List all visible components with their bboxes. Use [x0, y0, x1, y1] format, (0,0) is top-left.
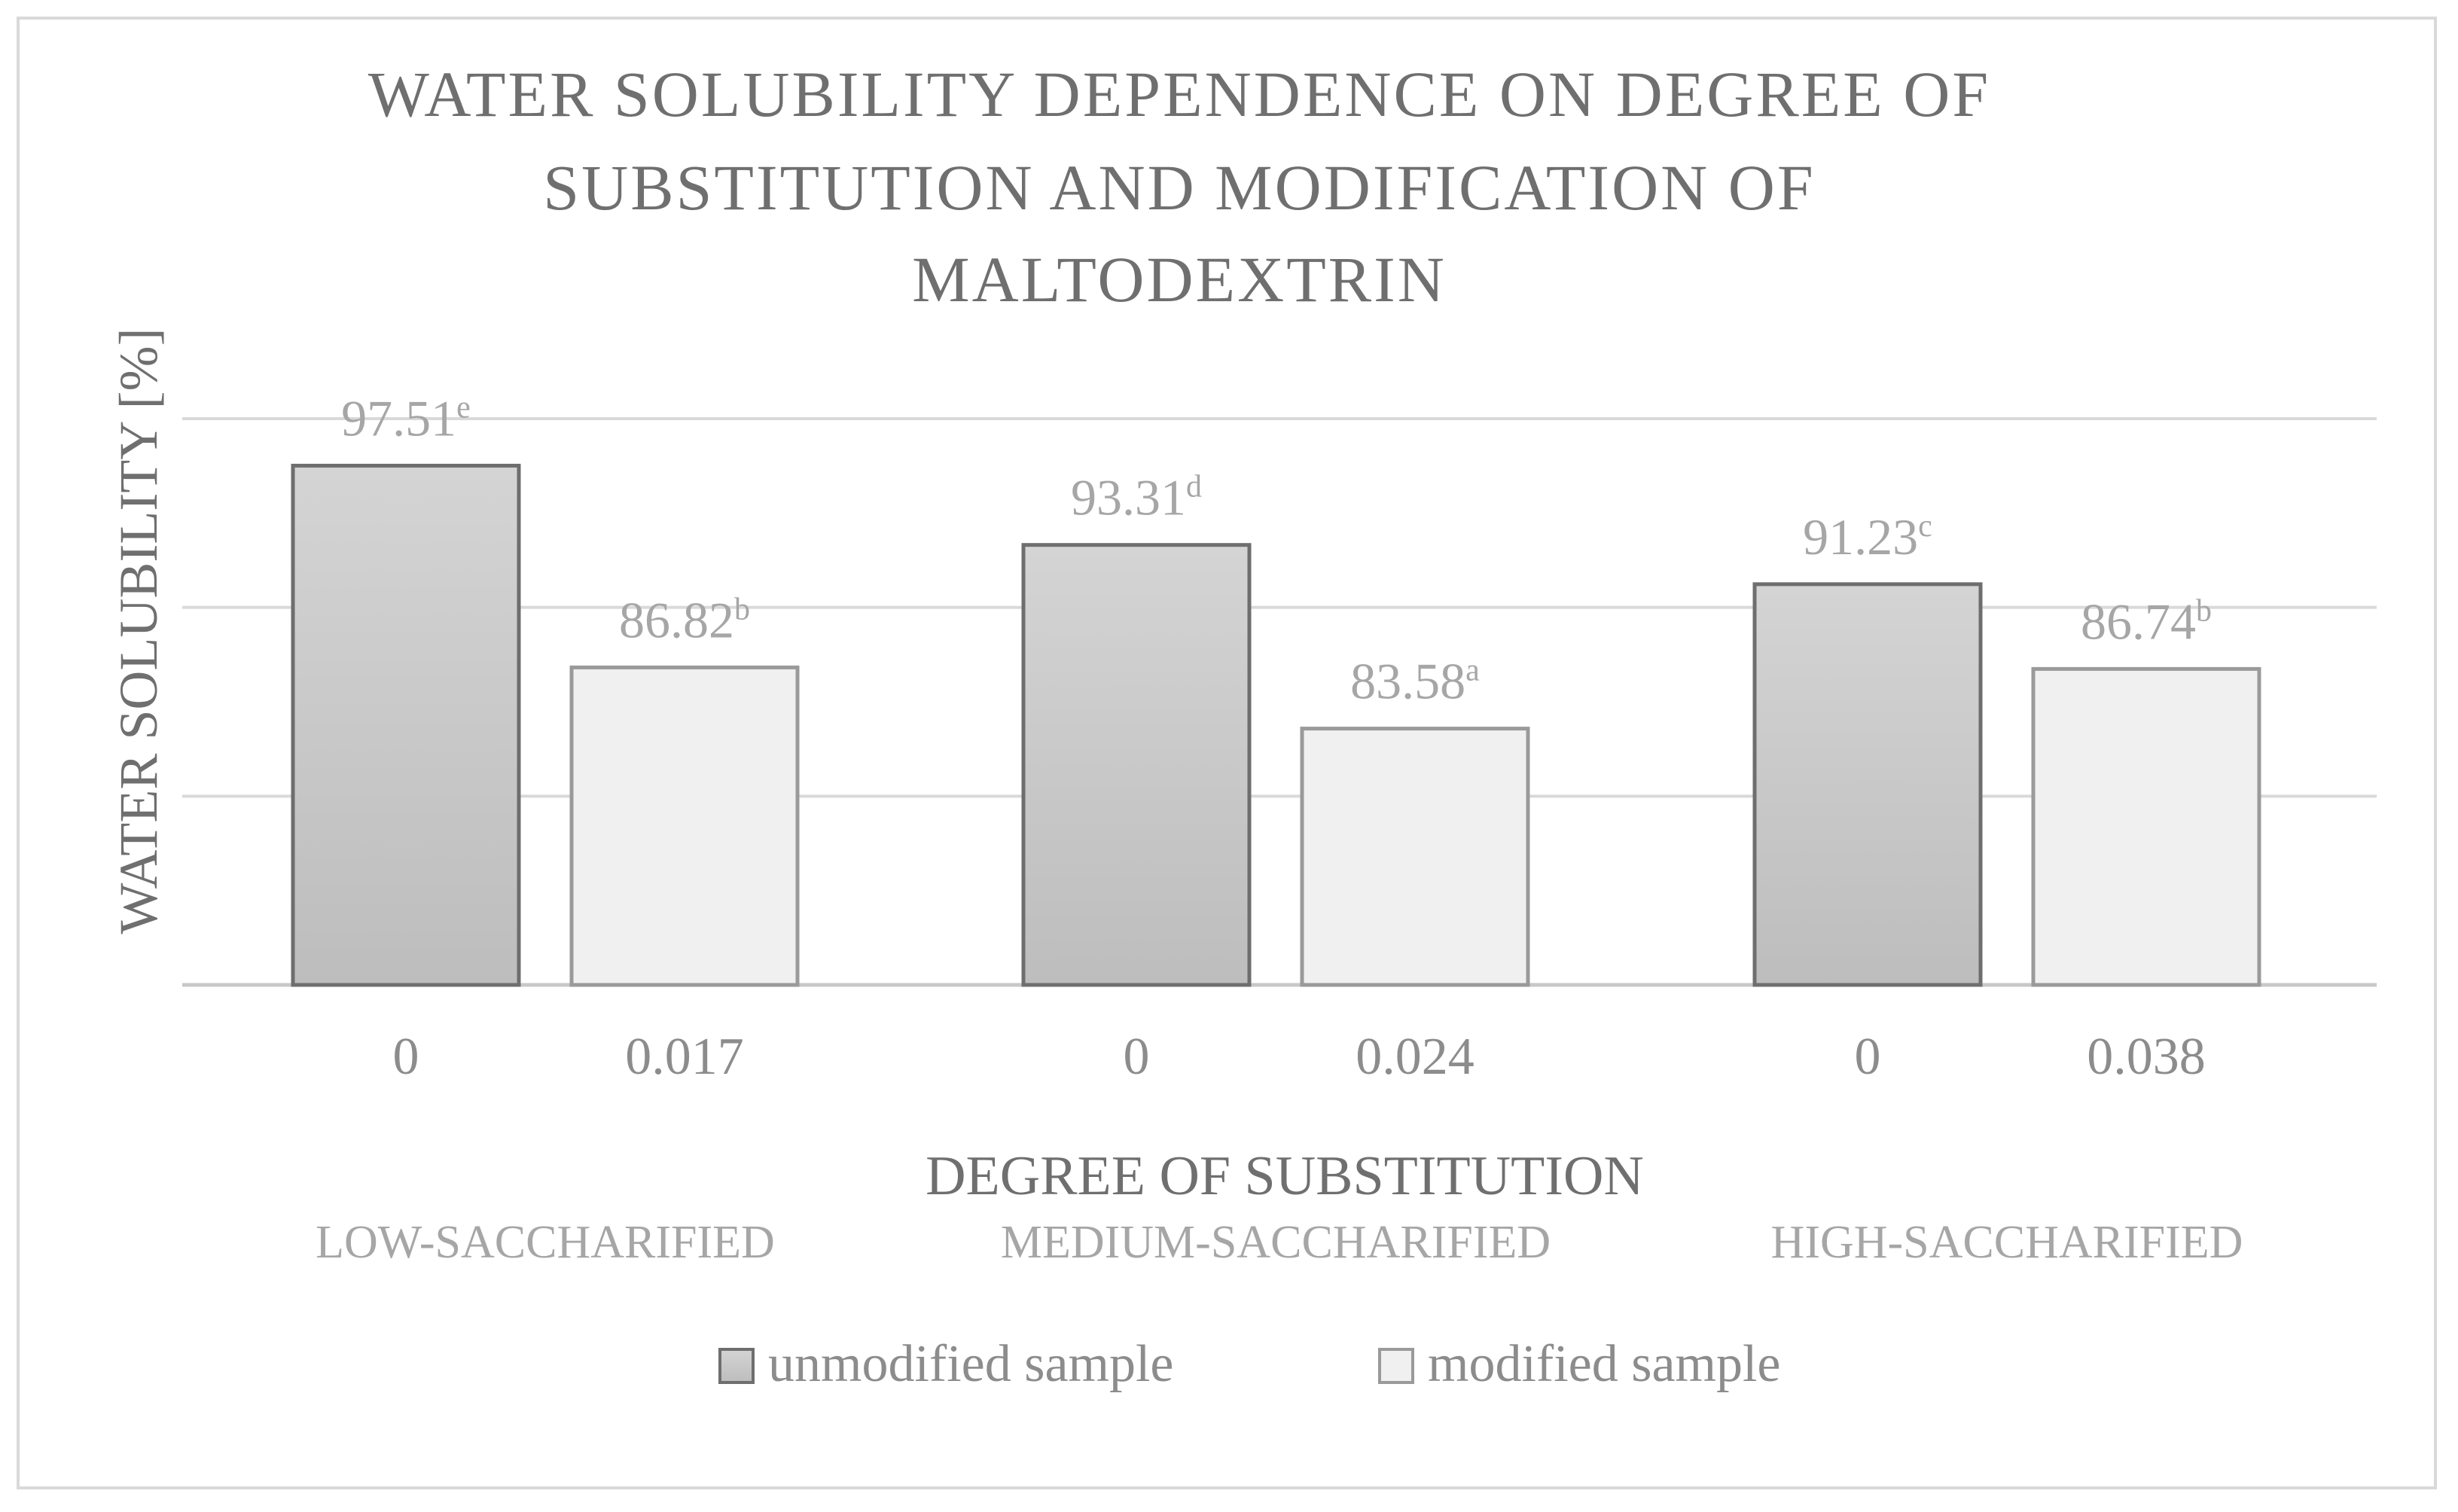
data-label-value: 93.31 [1071, 469, 1186, 526]
chart-title-line: WATER SOLUBILITY DEPENDENCE ON DEGREE OF [368, 58, 1990, 130]
group-labels: LOW-SACCHARIFIED MEDIUM-SACCHARIFIED HIGH-… [316, 1217, 2243, 1268]
data-label-value: 91.23 [1803, 508, 1918, 565]
data-label: 86.74b [2081, 593, 2212, 650]
data-label: 97.51e [341, 389, 471, 447]
x-axis-label: DEGREE OF SUBSTITUTION [926, 1145, 1644, 1207]
data-label: 86.82b [619, 591, 750, 648]
data-label-letter: a [1465, 654, 1480, 688]
data-label-value: 83.58 [1350, 653, 1465, 710]
legend-label: unmodified sample [768, 1335, 1174, 1393]
chart-svg: WATER SOLUBILITY DEPENDENCE ON DEGREE OF… [108, 58, 2377, 1393]
bar-modified [2031, 666, 2261, 987]
group-label: MEDIUM-SACCHARIFIED [1001, 1217, 1551, 1268]
x-tick-label: 0 [1124, 1028, 1150, 1086]
data-label: 91.23c [1803, 508, 1932, 565]
x-tick-label: 0.017 [625, 1028, 744, 1086]
group-label: LOW-SACCHARIFIED [316, 1217, 775, 1268]
y-axis-label: WATER SOLUBILITY [%] [108, 328, 169, 934]
chart-title-line: SUBSTITUTION AND MODIFICATION OF [543, 151, 1815, 224]
legend-swatch-modified [1378, 1348, 1414, 1384]
legend: unmodified sample modified sample [718, 1335, 1781, 1393]
data-label-letter: b [2196, 593, 2212, 628]
data-label-letter: c [1918, 509, 1932, 544]
chart-frame: WATER SOLUBILITY DEPENDENCE ON DEGREE OF… [17, 17, 2437, 1489]
data-label-letter: d [1186, 470, 1202, 505]
legend-swatch-unmodified [718, 1348, 755, 1384]
bar-unmodified [291, 463, 521, 987]
data-label-letter: e [456, 390, 471, 425]
x-tick-label: 0 [393, 1028, 419, 1086]
chart-title: WATER SOLUBILITY DEPENDENCE ON DEGREE OF… [368, 58, 1990, 316]
chart-title-line: MALTODEXTRIN [912, 243, 1447, 316]
x-tick-label: 0 [1855, 1028, 1881, 1086]
x-tick-labels: 0 0.017 0 0.024 0 0.038 [393, 1028, 2206, 1086]
data-label: 93.31d [1071, 469, 1202, 526]
x-tick-label: 0.024 [1356, 1028, 1474, 1086]
x-tick-label: 0.038 [2087, 1028, 2206, 1086]
bar-modified [569, 665, 800, 987]
bar-unmodified [1752, 582, 1983, 987]
gridlines [182, 417, 2377, 987]
legend-label: modified sample [1428, 1335, 1781, 1393]
data-label-letter: b [734, 592, 750, 626]
data-label-value: 86.82 [619, 591, 734, 648]
bar-unmodified [1021, 543, 1252, 987]
group-label: HIGH-SACCHARIFIED [1771, 1217, 2243, 1268]
data-label: 83.58a [1350, 653, 1480, 710]
data-label-value: 97.51 [341, 389, 456, 447]
data-label-value: 86.74 [2081, 593, 2196, 650]
bar-modified [1300, 727, 1530, 987]
bars [291, 463, 2261, 987]
